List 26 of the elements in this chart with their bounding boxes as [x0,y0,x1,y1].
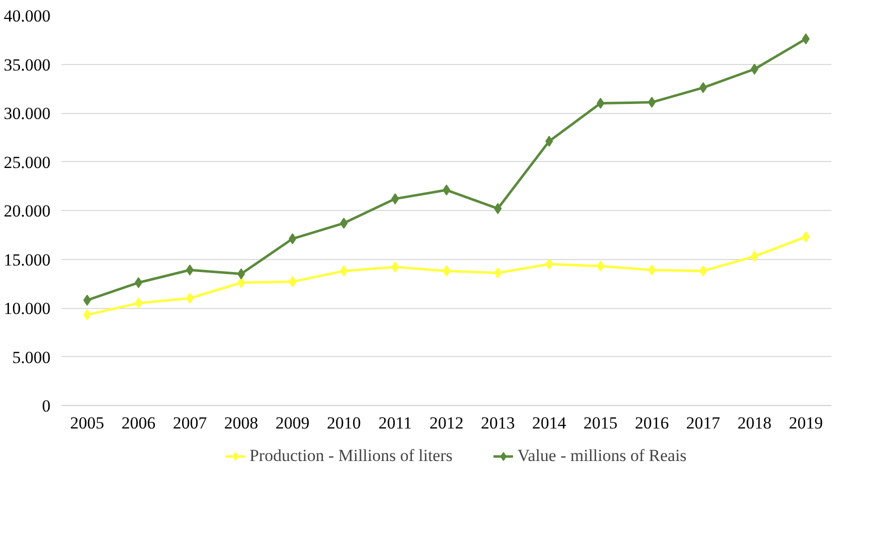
legend-label: Production - Millions of liters [249,446,453,466]
legend-label: Value - millions of Reais [518,446,687,466]
y-tick-label: 35.000 [4,55,50,74]
y-tick-label: 0 [42,396,50,416]
x-tick-label: 2011 [378,414,412,432]
y-tick-label: 5.000 [12,348,50,367]
y-tick-label: 25.000 [4,152,50,172]
x-tick-label: 2006 [122,414,156,432]
x-tick-label: 2018 [738,414,772,432]
x-tick-label: 2013 [480,414,515,432]
x-tick-label: 2015 [584,414,618,432]
y-tick-label: 30.000 [4,104,50,123]
x-tick-label: 2012 [430,414,464,432]
x-tick-label: 2010 [326,414,361,432]
x-tick-label: 2009 [276,414,310,432]
x-tick-label: 2007 [172,414,208,432]
x-tick-label: 2014 [532,414,567,432]
x-tick-label: 2008 [224,414,258,432]
x-tick-label: 2005 [70,414,104,432]
x-tick-label: 2019 [788,414,823,432]
y-tick-label: 15.000 [4,250,50,270]
y-tick-label: 10.000 [4,299,50,318]
x-tick-label: 2016 [634,414,669,432]
x-tick-label: 2017 [686,414,721,432]
y-tick-label: 20.000 [4,202,50,220]
y-tick-label: 40.000 [4,6,50,26]
